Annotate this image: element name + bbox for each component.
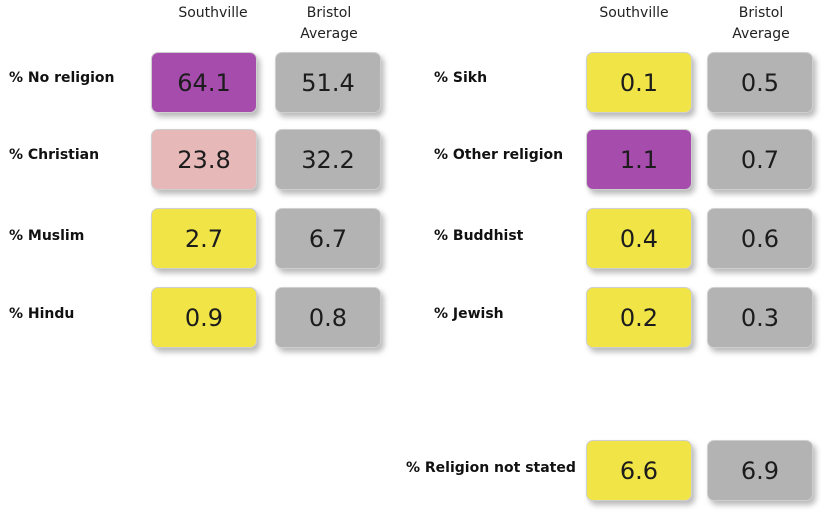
- bristol-buddhist-tile: 0.6: [707, 208, 813, 269]
- southville-other-religion-tile: 1.1: [586, 129, 692, 190]
- bristol-not-stated-tile: 6.9: [707, 440, 813, 501]
- row-label-buddhist: % Buddhist: [434, 228, 524, 244]
- southville-christian-tile: 23.8: [151, 129, 257, 190]
- row-label-other-religion: % Other religion: [434, 147, 564, 163]
- row-label-christian: % Christian: [9, 147, 100, 163]
- bristol-hindu-tile: 0.8: [275, 287, 381, 348]
- bristol-no-religion-tile: 51.4: [275, 52, 381, 113]
- right-header-southville: Southville: [599, 5, 669, 21]
- row-label-muslim: % Muslim: [9, 228, 85, 244]
- southville-sikh-tile: 0.1: [586, 52, 692, 113]
- header-line-bristol: Bristol: [738, 5, 784, 21]
- row-label-hindu: % Hindu: [9, 306, 75, 322]
- row-label-no-religion: % No religion: [9, 70, 115, 86]
- row-label-jewish: % Jewish: [434, 306, 504, 322]
- row-label-religion-not-stated: % Religion not stated: [406, 460, 576, 476]
- southville-jewish-tile: 0.2: [586, 287, 692, 348]
- header-line-bristol: Bristol: [306, 5, 352, 21]
- left-header-southville: Southville: [178, 5, 248, 21]
- southville-muslim-tile: 2.7: [151, 208, 257, 269]
- bristol-christian-tile: 32.2: [275, 129, 381, 190]
- southville-not-stated-tile: 6.6: [586, 440, 692, 501]
- southville-buddhist-tile: 0.4: [586, 208, 692, 269]
- bristol-muslim-tile: 6.7: [275, 208, 381, 269]
- southville-no-religion-tile: 64.1: [151, 52, 257, 113]
- row-label-sikh: % Sikh: [434, 70, 488, 86]
- right-header-bristol-average: Bristol Average: [706, 3, 816, 45]
- header-line-average: Average: [732, 26, 790, 42]
- southville-hindu-tile: 0.9: [151, 287, 257, 348]
- header-line-average: Average: [300, 26, 358, 42]
- left-header-bristol-average: Bristol Average: [274, 3, 384, 45]
- bristol-other-religion-tile: 0.7: [707, 129, 813, 190]
- bristol-sikh-tile: 0.5: [707, 52, 813, 113]
- bristol-jewish-tile: 0.3: [707, 287, 813, 348]
